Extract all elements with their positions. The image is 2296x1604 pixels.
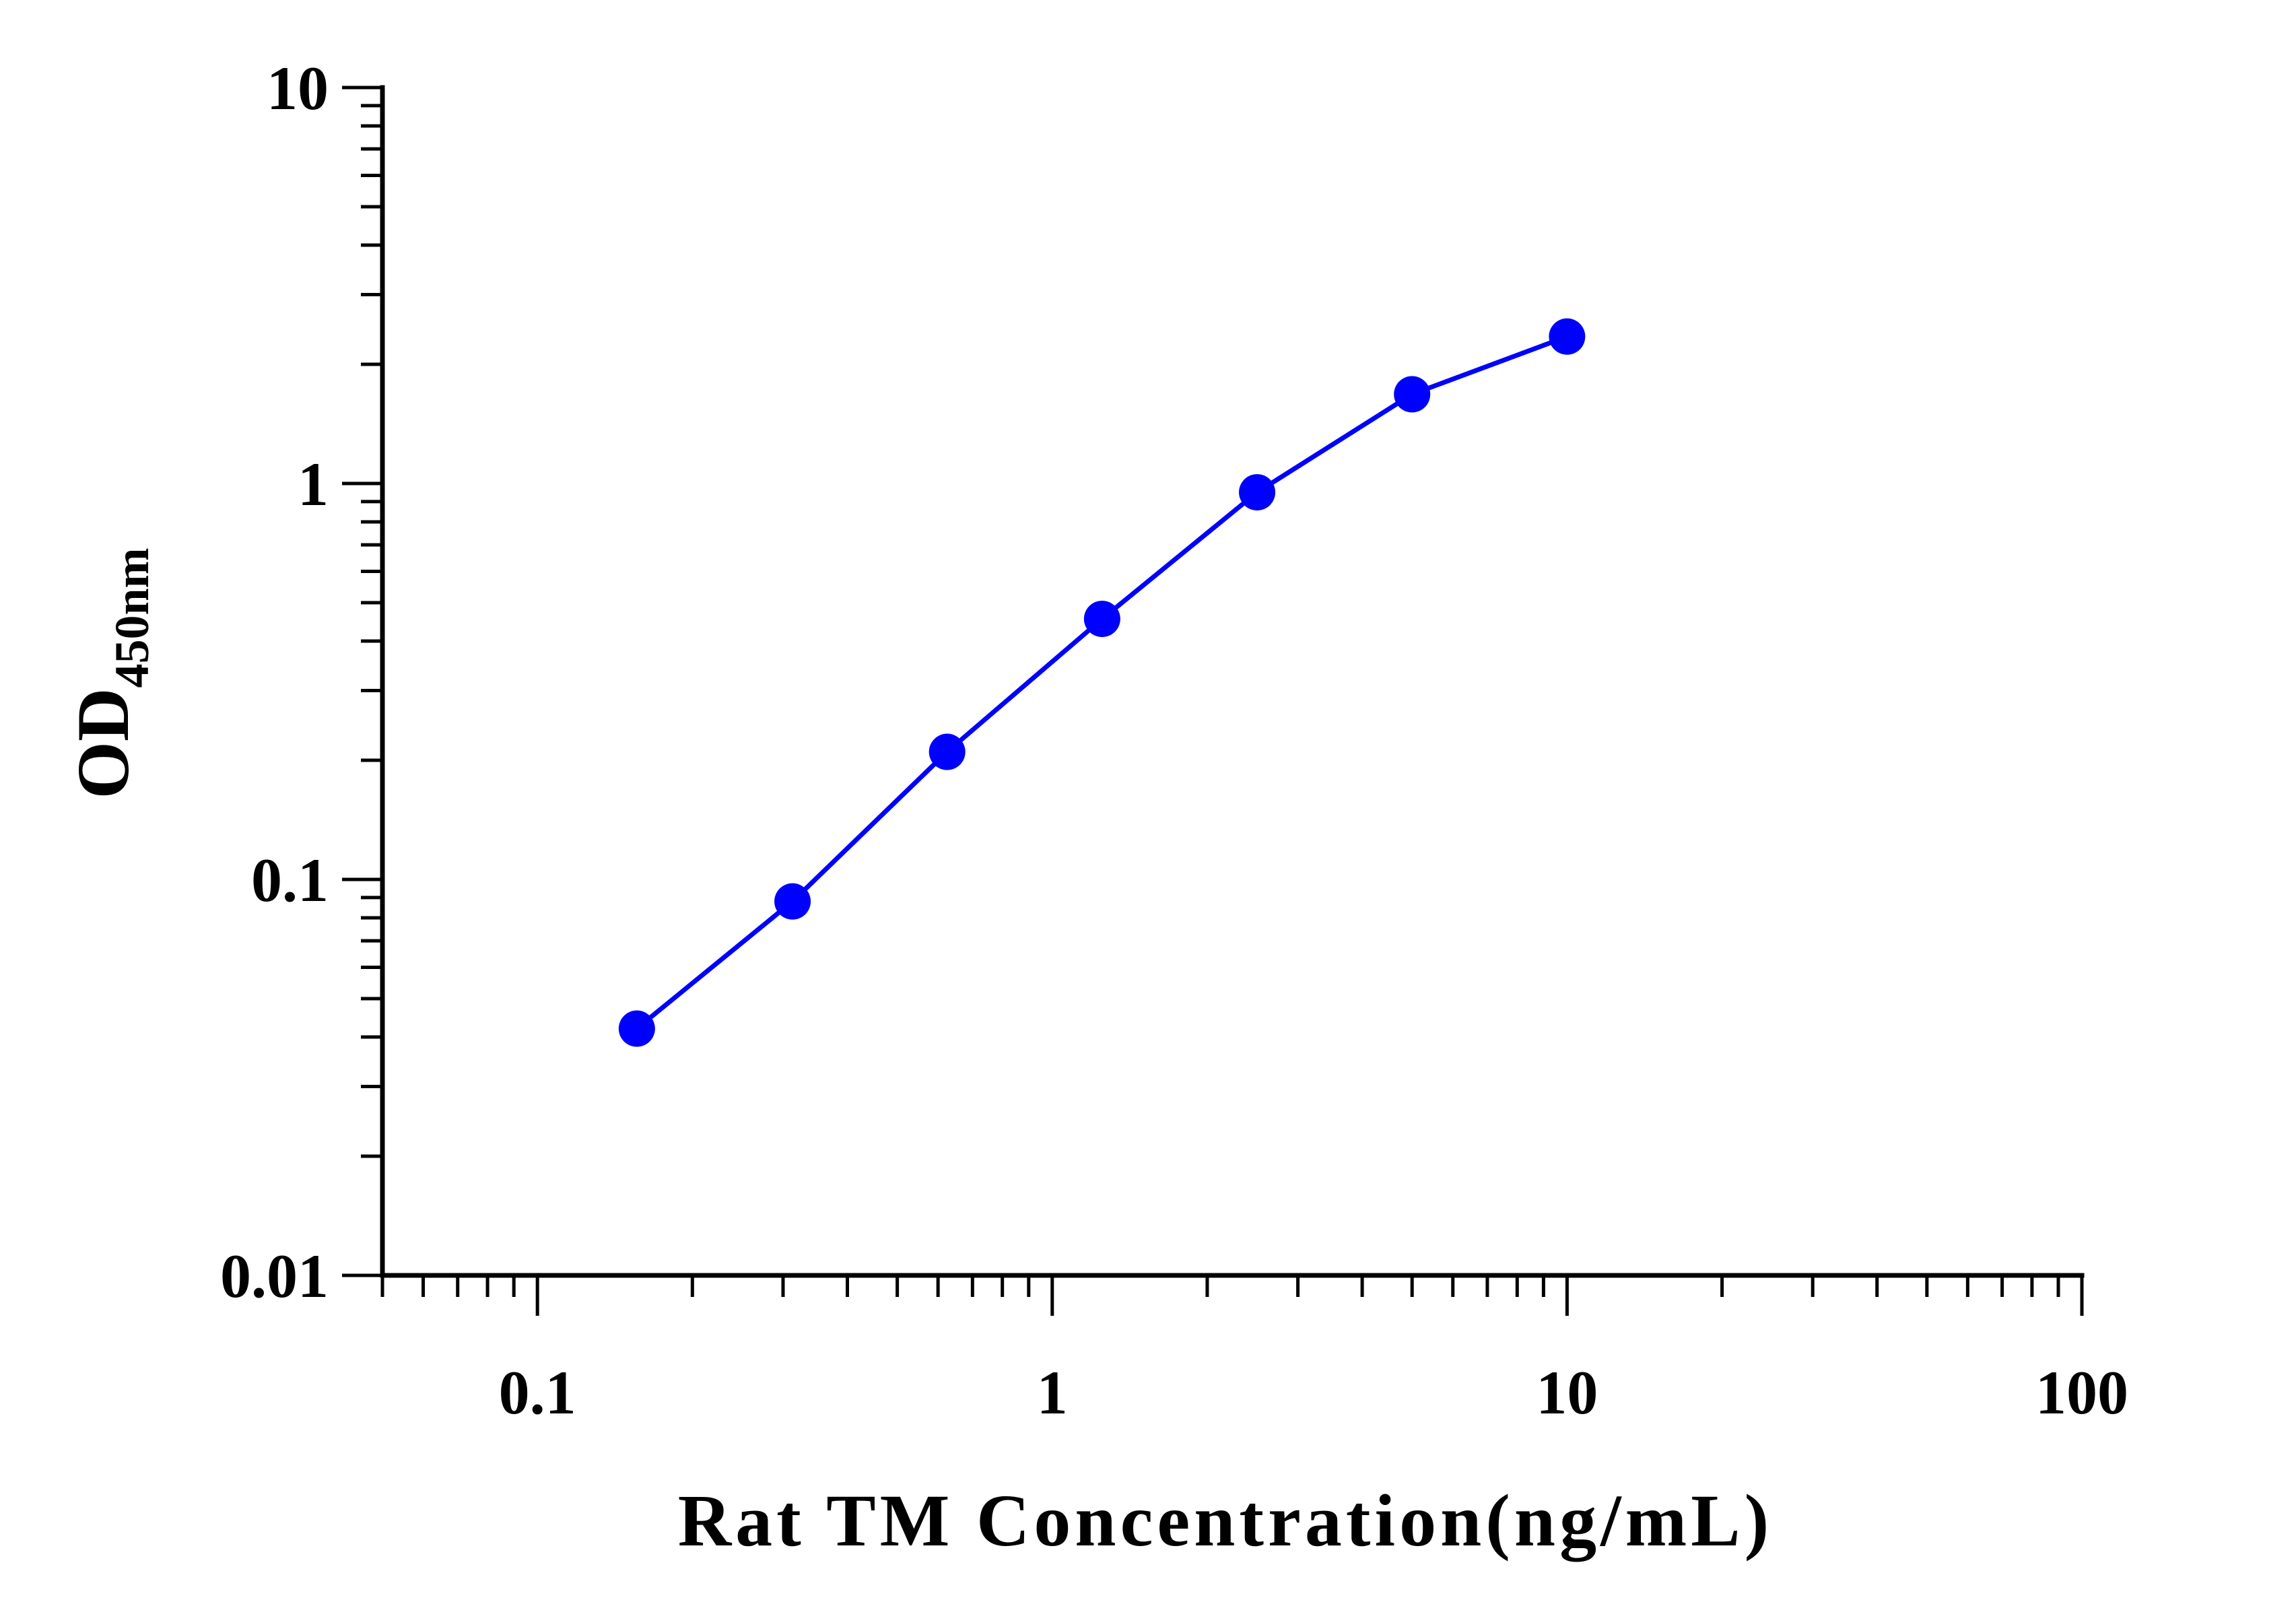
x-tick-label: 100 bbox=[2035, 1358, 2128, 1427]
data-point bbox=[1239, 474, 1276, 511]
series-line bbox=[635, 334, 1568, 1031]
x-tick-label: 1 bbox=[1037, 1358, 1068, 1427]
series-layer bbox=[618, 318, 1586, 1047]
x-axis-tick-labels: 0.1 1 10 100 bbox=[499, 1358, 2128, 1427]
data-point bbox=[1083, 601, 1120, 638]
y-tick-label: 0.01 bbox=[220, 1242, 329, 1310]
y-axis-major-ticks bbox=[342, 86, 382, 1277]
y-axis-title-subscript: 450nm bbox=[105, 547, 159, 688]
y-axis-title-main: OD bbox=[62, 688, 144, 799]
y-tick-label: 10 bbox=[267, 54, 329, 123]
x-axis-major-ticks bbox=[535, 1275, 2084, 1316]
y-axis-tick-labels: 0.01 0.1 1 10 bbox=[220, 54, 329, 1310]
data-point bbox=[618, 1010, 655, 1047]
y-tick-label: 1 bbox=[298, 450, 329, 519]
y-axis-minor-ticks bbox=[361, 104, 382, 1158]
x-axis-title: Rat TM Concentration(ng/mL) bbox=[678, 1479, 1774, 1562]
x-tick-label: 0.1 bbox=[499, 1358, 576, 1427]
x-tick-label: 10 bbox=[1536, 1358, 1598, 1427]
x-axis-minor-ticks bbox=[380, 1275, 2060, 1297]
data-point bbox=[774, 883, 811, 920]
y-axis-title: OD450nm bbox=[62, 547, 159, 799]
y-tick-label: 0.1 bbox=[251, 846, 329, 914]
data-point bbox=[1394, 376, 1431, 413]
data-point bbox=[928, 733, 966, 770]
data-point bbox=[1549, 318, 1586, 355]
